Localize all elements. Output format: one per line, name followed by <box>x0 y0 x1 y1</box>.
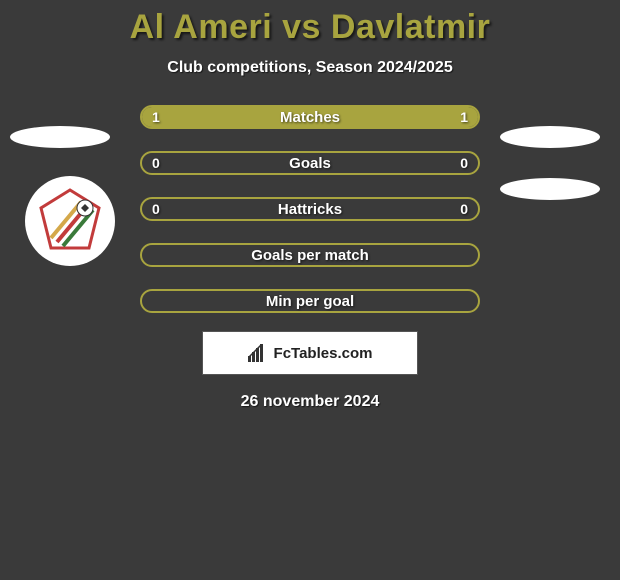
bar-value-right: 1 <box>460 109 468 125</box>
source-badge-text: FcTables.com <box>274 345 373 362</box>
bar-label: Min per goal <box>266 293 354 310</box>
bar-value-left: 1 <box>152 109 160 125</box>
footer-date: 26 november 2024 <box>241 393 380 411</box>
stat-bar: Goals per match <box>140 243 480 267</box>
source-badge: FcTables.com <box>202 331 418 375</box>
stat-bar: Min per goal <box>140 289 480 313</box>
comparison-bars: 1 Matches 1 0 Goals 0 0 Hattricks 0 Goals per mat… <box>140 105 480 313</box>
left-club-logo <box>25 176 115 266</box>
right-player-ellipse-1 <box>500 126 600 148</box>
bar-label: Hattricks <box>278 201 342 218</box>
bar-value-right: 0 <box>460 201 468 217</box>
left-player-ellipse <box>10 126 110 148</box>
bar-value-left: 0 <box>152 155 160 171</box>
bar-label: Matches <box>280 109 340 126</box>
bar-chart-icon <box>248 344 270 362</box>
stat-bar: 0 Hattricks 0 <box>140 197 480 221</box>
stat-bar: 1 Matches 1 <box>140 105 480 129</box>
bar-value-left: 0 <box>152 201 160 217</box>
bar-label: Goals <box>289 155 331 172</box>
page-title: Al Ameri vs Davlatmir <box>130 8 491 47</box>
club-crest-icon <box>37 188 103 254</box>
stat-bar: 0 Goals 0 <box>140 151 480 175</box>
bar-label: Goals per match <box>251 247 369 264</box>
bar-value-right: 0 <box>460 155 468 171</box>
page-subtitle: Club competitions, Season 2024/2025 <box>167 59 452 77</box>
right-player-ellipse-2 <box>500 178 600 200</box>
